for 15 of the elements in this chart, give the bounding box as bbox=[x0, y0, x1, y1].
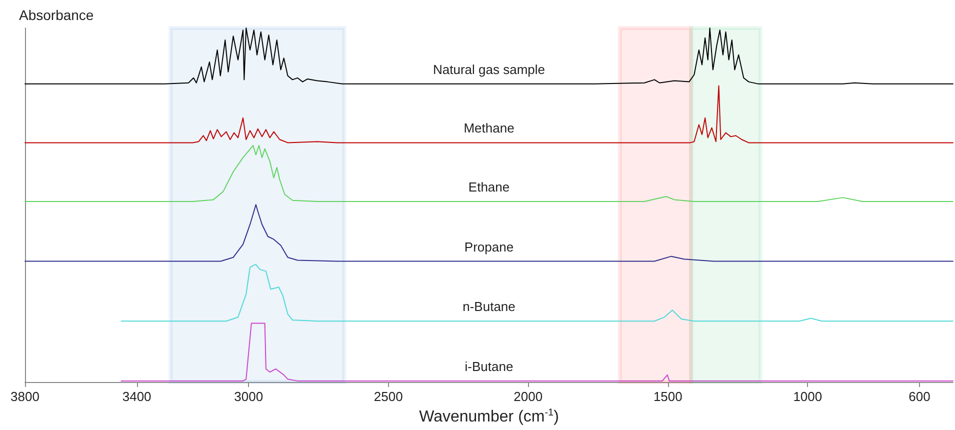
x-tick-label: 600 bbox=[908, 389, 930, 404]
x-tick-label: 1000 bbox=[793, 389, 822, 404]
series-label: Propane bbox=[464, 239, 514, 254]
x-tick-label: 3400 bbox=[122, 389, 152, 404]
x-tick-label: 3000 bbox=[234, 389, 264, 404]
series-label: i-Butane bbox=[464, 358, 514, 374]
series-label: n-Butane bbox=[462, 299, 516, 314]
x-tick-label: 1500 bbox=[653, 389, 682, 404]
x-tick-label: 2500 bbox=[374, 389, 403, 404]
series-label: Ethane bbox=[468, 179, 510, 194]
x-tick-label: 2000 bbox=[514, 389, 543, 404]
series-label: Methane bbox=[464, 120, 514, 136]
x-tick-label: 3800 bbox=[10, 389, 40, 404]
y-axis-title: Absorbance bbox=[19, 7, 94, 23]
series-label: Natural gas sample bbox=[433, 62, 545, 77]
